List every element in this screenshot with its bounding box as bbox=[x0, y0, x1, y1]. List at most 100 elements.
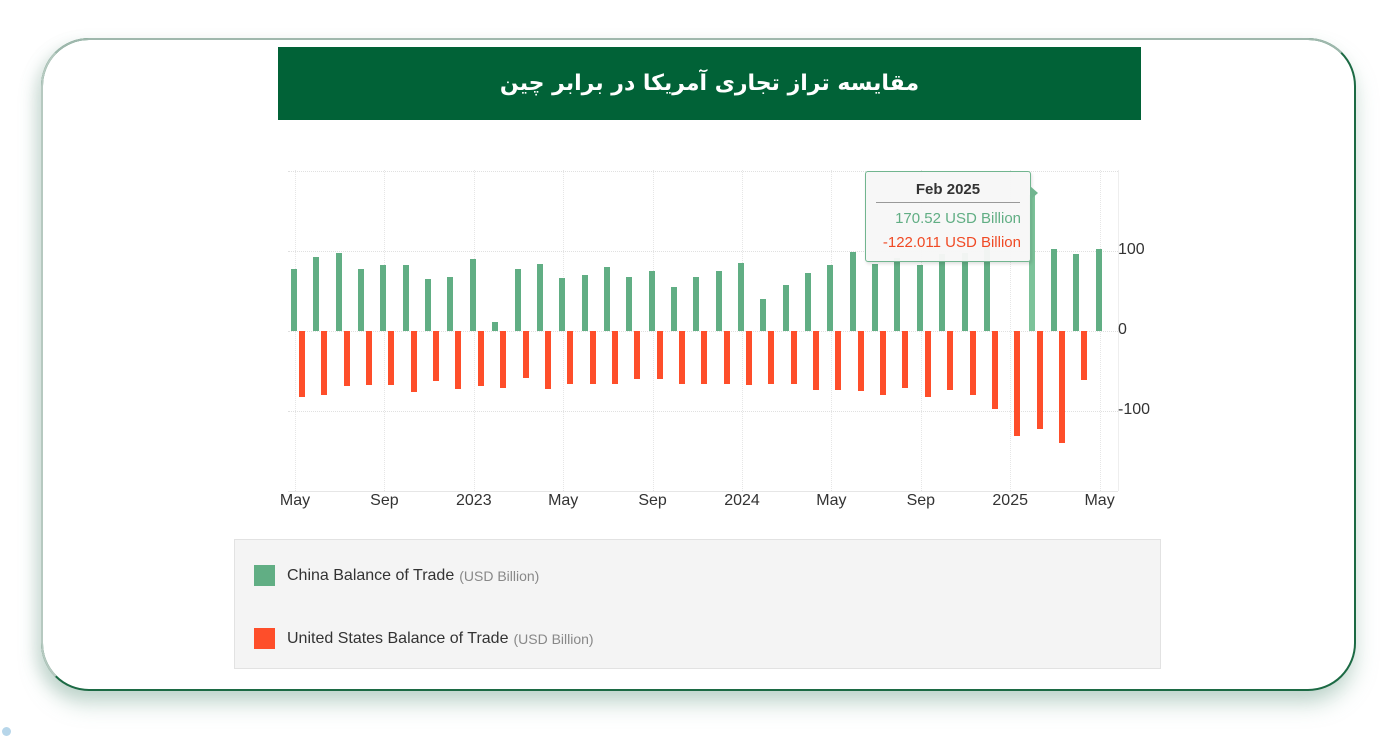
china-bar[interactable] bbox=[1095, 248, 1102, 331]
gridline bbox=[288, 411, 1118, 412]
us-bar[interactable] bbox=[634, 331, 641, 379]
y-tick-label: 0 bbox=[1118, 321, 1127, 338]
legend-label: China Balance of Trade bbox=[287, 566, 455, 584]
us-bar[interactable] bbox=[321, 331, 328, 395]
us-bar[interactable] bbox=[544, 331, 551, 389]
plot-area[interactable] bbox=[288, 170, 1119, 492]
china-bar[interactable] bbox=[626, 276, 633, 331]
us-bar[interactable] bbox=[589, 331, 596, 384]
us-bar[interactable] bbox=[1058, 331, 1065, 443]
us-bar[interactable] bbox=[991, 331, 998, 410]
x-tick-label: 2024 bbox=[724, 492, 760, 509]
us-bar[interactable] bbox=[880, 331, 887, 395]
gridline bbox=[288, 251, 1118, 252]
us-bar[interactable] bbox=[410, 331, 417, 392]
china-bar[interactable] bbox=[335, 252, 342, 331]
us-bar[interactable] bbox=[678, 331, 685, 384]
us-bar[interactable] bbox=[611, 331, 618, 384]
china-bar[interactable] bbox=[313, 257, 320, 331]
china-bar[interactable] bbox=[983, 247, 990, 331]
x-tick-label: May bbox=[279, 492, 311, 509]
china-bar[interactable] bbox=[447, 276, 454, 331]
us-bar[interactable] bbox=[902, 331, 909, 388]
us-bar[interactable] bbox=[1014, 331, 1021, 436]
x-tick-label: May bbox=[548, 492, 579, 509]
china-bar[interactable] bbox=[1028, 194, 1035, 331]
x-tick-label: Sep bbox=[370, 492, 399, 509]
china-bar[interactable] bbox=[581, 275, 588, 331]
x-tick-label: May bbox=[816, 492, 847, 509]
china-bar[interactable] bbox=[1050, 249, 1057, 331]
x-tick-label: 2023 bbox=[456, 492, 492, 509]
legend-unit: (USD Billion) bbox=[459, 567, 540, 584]
us-bar[interactable] bbox=[388, 331, 395, 386]
chart-title: مقایسه تراز تجاری آمریکا در برابر چین bbox=[499, 71, 920, 96]
us-bar[interactable] bbox=[1036, 331, 1043, 429]
us-bar[interactable] bbox=[835, 331, 842, 391]
china-bar[interactable] bbox=[402, 265, 409, 331]
china-bar[interactable] bbox=[872, 263, 879, 331]
x-tick-label: Sep bbox=[638, 492, 667, 509]
us-bar[interactable] bbox=[768, 331, 775, 384]
data-tooltip: Feb 2025 170.52 USD Billion -122.011 USD… bbox=[865, 171, 1038, 262]
us-bar[interactable] bbox=[790, 331, 797, 384]
legend-item-us[interactable]: United States Balance of Trade (USD Bill… bbox=[254, 628, 594, 649]
watermark-icon bbox=[2, 727, 11, 736]
y-tick-label: -100 bbox=[1118, 401, 1151, 418]
us-bar[interactable] bbox=[299, 331, 305, 398]
china-bar[interactable] bbox=[849, 251, 856, 331]
gridline bbox=[1010, 170, 1012, 491]
china-bar[interactable] bbox=[670, 287, 677, 331]
china-bar[interactable] bbox=[827, 264, 834, 331]
china-bar[interactable] bbox=[693, 276, 700, 331]
legend-label: United States Balance of Trade bbox=[287, 629, 509, 647]
china-bar[interactable] bbox=[760, 299, 767, 331]
china-bar[interactable] bbox=[425, 279, 432, 331]
china-bar[interactable] bbox=[939, 254, 946, 331]
us-bar[interactable] bbox=[723, 331, 730, 384]
us-bar[interactable] bbox=[500, 331, 507, 388]
x-tick-label: May bbox=[1084, 492, 1115, 509]
china-bar[interactable] bbox=[603, 267, 610, 331]
y-axis-line bbox=[1118, 170, 1119, 491]
china-bar[interactable] bbox=[514, 269, 521, 331]
us-bar[interactable] bbox=[813, 331, 820, 391]
china-bar[interactable] bbox=[715, 271, 722, 331]
china-bar[interactable] bbox=[536, 263, 543, 331]
us-bar[interactable] bbox=[343, 331, 350, 387]
china-bar[interactable] bbox=[805, 272, 812, 331]
china-bar[interactable] bbox=[1073, 254, 1080, 331]
us-swatch-icon bbox=[254, 628, 275, 649]
china-bar[interactable] bbox=[961, 253, 968, 331]
us-bar[interactable] bbox=[701, 331, 708, 384]
china-bar[interactable] bbox=[648, 271, 655, 331]
us-bar[interactable] bbox=[656, 331, 663, 379]
china-bar[interactable] bbox=[358, 269, 365, 331]
us-bar[interactable] bbox=[746, 331, 752, 386]
china-bar[interactable] bbox=[291, 269, 297, 331]
legend-item-china[interactable]: China Balance of Trade (USD Billion) bbox=[254, 565, 539, 586]
china-bar[interactable] bbox=[916, 265, 923, 331]
tooltip-us-value: -122.011 USD Billion bbox=[882, 234, 1021, 251]
china-bar[interactable] bbox=[559, 278, 566, 331]
us-bar[interactable] bbox=[969, 331, 976, 395]
us-bar[interactable] bbox=[857, 331, 864, 391]
us-bar[interactable] bbox=[433, 331, 440, 382]
gridline bbox=[288, 171, 1118, 172]
title-banner: مقایسه تراز تجاری آمریکا در برابر چین bbox=[278, 47, 1141, 120]
us-bar[interactable] bbox=[366, 331, 373, 386]
china-bar[interactable] bbox=[894, 258, 901, 331]
us-bar[interactable] bbox=[567, 331, 574, 384]
x-tick-label: 2025 bbox=[992, 492, 1028, 509]
china-bar[interactable] bbox=[738, 263, 744, 331]
us-bar[interactable] bbox=[455, 331, 462, 389]
us-bar[interactable] bbox=[924, 331, 931, 397]
us-bar[interactable] bbox=[522, 331, 529, 379]
china-bar[interactable] bbox=[492, 322, 499, 331]
china-bar[interactable] bbox=[469, 259, 476, 331]
us-bar[interactable] bbox=[477, 331, 484, 387]
us-bar[interactable] bbox=[947, 331, 954, 391]
us-bar[interactable] bbox=[1081, 331, 1088, 381]
china-bar[interactable] bbox=[380, 265, 387, 331]
china-bar[interactable] bbox=[782, 284, 789, 331]
